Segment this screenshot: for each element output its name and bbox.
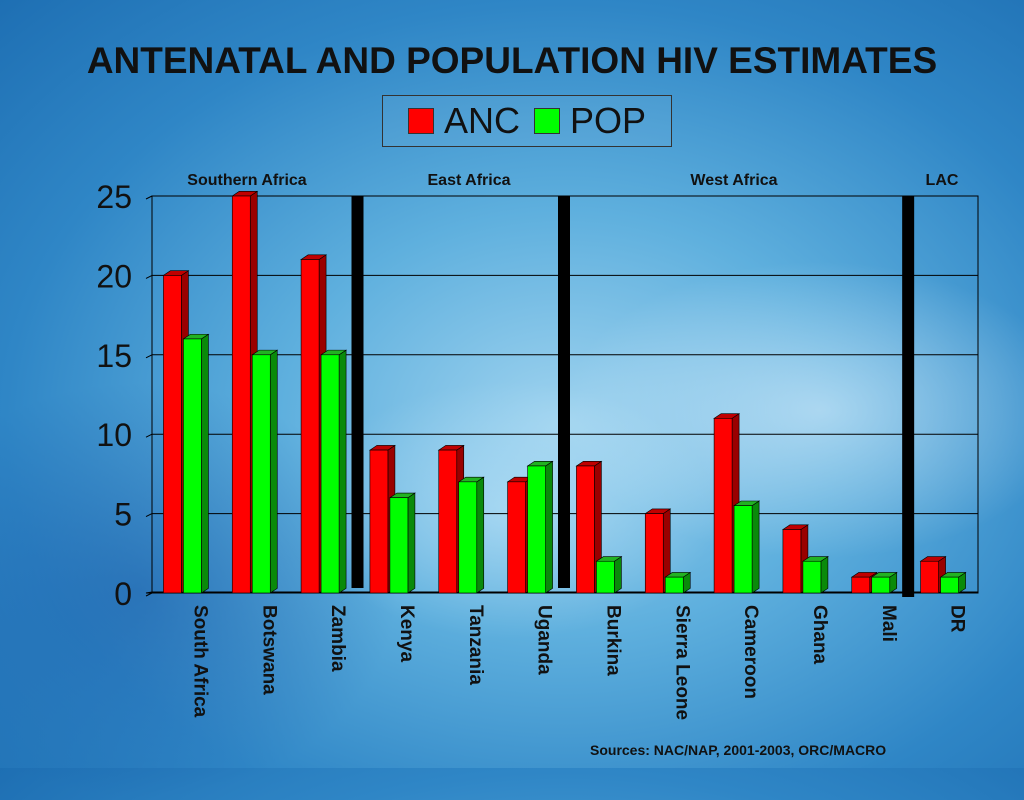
- y-tick-label: 15: [96, 338, 132, 374]
- x-tick-label: Mali: [878, 605, 899, 642]
- bar-anc-tanzania: [438, 449, 458, 594]
- region-divider: [902, 196, 915, 597]
- x-tick-label: Uganda: [534, 605, 555, 675]
- x-tick-label: South Africa: [189, 605, 210, 718]
- bar-side: [476, 476, 485, 594]
- y-tick-mark: [145, 274, 153, 279]
- bar-pop-cameroon: [733, 505, 753, 594]
- bar-pop-mali: [871, 576, 891, 594]
- x-tick-label: Ghana: [809, 605, 830, 665]
- bar-pop-kenya: [389, 497, 409, 594]
- bar-anc-ghana: [782, 529, 802, 594]
- region-label: Southern Africa: [187, 172, 307, 189]
- y-tick-label: 20: [96, 258, 132, 294]
- bar-side: [338, 349, 347, 594]
- bar-anc-kenya: [369, 449, 389, 594]
- bar-side: [201, 333, 209, 594]
- legend: ANC POP: [382, 95, 672, 147]
- y-tick-label: 5: [114, 497, 132, 533]
- bar-anc-dr: [920, 560, 939, 594]
- sources-note: Sources: NAC/NAP, 2001-2003, ORC/MACRO: [590, 742, 887, 758]
- region-label: East Africa: [428, 172, 511, 189]
- bar-pop-burkina: [596, 560, 615, 594]
- bar-side: [820, 556, 829, 594]
- bar-pop-tanzania: [458, 481, 478, 594]
- y-tick-mark: [145, 195, 153, 200]
- legend-item-pop: POP: [533, 100, 647, 142]
- x-tick-label: Botswana: [258, 605, 279, 695]
- bar-side: [269, 349, 278, 594]
- bar-side: [614, 556, 622, 594]
- bar-pop-botswana: [251, 354, 271, 594]
- bar-pop-south-africa: [183, 338, 202, 594]
- y-tick-label: 25: [96, 179, 132, 215]
- region-label: LAC: [926, 172, 959, 189]
- x-tick-label: Tanzania: [465, 605, 486, 685]
- x-tick-label: Burkina: [602, 605, 623, 676]
- bar-pop-dr: [940, 576, 959, 594]
- bar-side: [407, 492, 416, 594]
- region-label: West Africa: [690, 172, 777, 189]
- bar-pop-sierra-leone: [664, 576, 684, 594]
- x-tick-label: Kenya: [396, 605, 417, 662]
- bar-pop-zambia: [320, 354, 340, 594]
- y-tick-mark: [145, 592, 153, 597]
- bar-anc-uganda: [507, 481, 526, 594]
- x-tick-label: Sierra Leone: [671, 605, 692, 720]
- bar-pop-ghana: [802, 560, 822, 594]
- x-tick-label: DR: [947, 605, 968, 633]
- bar-side: [751, 500, 760, 594]
- region-divider: [351, 196, 364, 588]
- legend-swatch-pop: [533, 108, 560, 134]
- floor: [145, 591, 979, 594]
- bar-side: [545, 460, 553, 594]
- x-tick-label: Zambia: [327, 605, 348, 672]
- y-tick-label: 0: [114, 576, 132, 612]
- bar-chart: 0 5 10 15 20 25 South Africa Botswana Zambia Keny…: [96, 172, 979, 720]
- y-tick-mark: [145, 513, 153, 518]
- bar-anc-mali: [851, 576, 871, 594]
- legend-swatch-anc: [407, 108, 434, 134]
- y-tick-mark: [145, 433, 153, 438]
- bar-anc-sierra-leone: [644, 513, 664, 594]
- legend-label-pop: POP: [569, 100, 647, 141]
- y-tick-label: 10: [96, 417, 132, 453]
- bar-anc-botswana: [231, 195, 251, 594]
- bar-anc-zambia: [300, 259, 320, 594]
- legend-label-anc: ANC: [443, 100, 520, 141]
- legend-item-anc: ANC: [407, 100, 520, 142]
- bar-pop-uganda: [527, 465, 546, 594]
- bar-anc-burkina: [576, 465, 595, 594]
- bar-anc-south-africa: [163, 275, 182, 594]
- x-tick-label: Cameroon: [740, 605, 761, 699]
- bar-anc-cameroon: [713, 418, 733, 594]
- y-tick-mark: [145, 354, 153, 359]
- region-divider: [558, 196, 570, 588]
- chart-title: ANTENATAL AND POPULATION HIV ESTIMATES: [86, 40, 938, 81]
